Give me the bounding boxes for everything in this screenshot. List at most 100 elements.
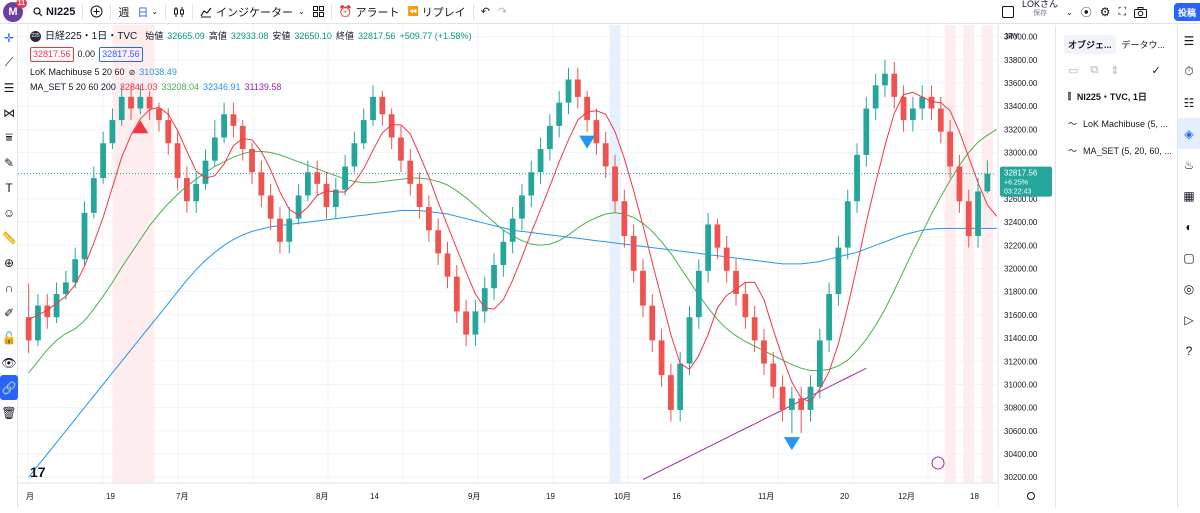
object-item-machibuse[interactable]: 〜 LoK Machibuse (5, ... — [1068, 118, 1169, 130]
snapshot-button[interactable] — [1130, 0, 1151, 24]
square-icon — [1002, 6, 1014, 18]
hide-tool[interactable]: 👁 — [0, 350, 18, 375]
fullscreen-toggle[interactable] — [998, 0, 1018, 24]
lock-drawings-tool[interactable]: ✐ — [0, 300, 18, 325]
delete-tool[interactable]: 🗑 — [0, 400, 18, 425]
grid-icon — [312, 6, 324, 17]
lightning-icon — [931, 456, 945, 470]
post-button[interactable]: 投稿 — [1174, 3, 1200, 21]
rewind-icon: ⏪ — [407, 6, 419, 16]
hotlist-button[interactable]: ☷ — [1178, 87, 1200, 118]
time-tick-label: 11月 — [758, 492, 774, 501]
trend-line-tool[interactable]: ⟋ — [0, 50, 18, 75]
chart-type-button[interactable] — [169, 0, 189, 24]
legend-indicator-machibuse[interactable]: LoK Machibuse 5 20 60 ⊘ 31038.49 — [30, 65, 472, 80]
candle-body — [407, 160, 414, 184]
ma20-value: 33208.04 — [161, 82, 199, 92]
add-symbol-button[interactable] — [86, 0, 107, 24]
alerts-button[interactable]: ⏱ — [1178, 56, 1200, 87]
interval-week-button[interactable]: 週 — [118, 6, 130, 19]
price-tick-label: 33000.00 — [1004, 149, 1038, 158]
last-price-change: +6.25% — [1004, 180, 1028, 187]
ideas-button[interactable]: ♨ — [1178, 149, 1200, 180]
axis-settings-icon[interactable] — [1027, 492, 1035, 500]
price-tick-label: 32600.00 — [1004, 195, 1038, 204]
settings-button[interactable]: ⚙ — [1096, 0, 1115, 24]
tab-data-window[interactable]: データウ... — [1121, 40, 1166, 50]
new-folder-icon[interactable]: ▭ — [1068, 65, 1079, 77]
layouts-button[interactable] — [309, 0, 328, 24]
redo-button[interactable]: ↷ — [494, 0, 511, 24]
candle-body — [304, 172, 311, 196]
candle-body — [723, 247, 730, 271]
news-button[interactable]: ◐ — [1178, 211, 1200, 242]
indicators-button[interactable]: インジケーター ⌄ — [196, 0, 309, 24]
bid-price[interactable]: 32817.56 — [30, 47, 74, 62]
candle-body — [928, 96, 935, 109]
candle-body — [500, 241, 507, 266]
alert-button[interactable]: ⏰ アラート — [338, 6, 400, 19]
ruler-tool[interactable]: 📏 — [0, 225, 18, 250]
interval-day-button[interactable]: 日 ⌄ — [137, 6, 159, 19]
legend-main-row: 225 日経225・1日・TVC 始値 32665.09 高値 32933.08 安… — [30, 29, 472, 44]
panel-tabs: オブジェ... データウ... — [1056, 25, 1177, 58]
copy-icon[interactable]: ⧉ — [1090, 64, 1099, 76]
legend-high: 32933.08 — [230, 31, 269, 41]
legend-symbol-title[interactable]: 日経225・1日・TVC — [45, 31, 138, 42]
profile-logo[interactable]: M 11 — [3, 0, 27, 22]
chart-area[interactable]: JPY 34000.00 33800.00 33600.00 33400.00 33200… — [18, 25, 1055, 508]
text-tool[interactable]: T — [0, 175, 18, 200]
time-axis-bg — [18, 483, 998, 508]
play-button[interactable]: ▷ — [1178, 304, 1200, 335]
emoji-tool[interactable]: ☺ — [0, 200, 18, 225]
undo-button[interactable]: ↶ — [477, 0, 494, 24]
help-button[interactable]: ? — [1178, 335, 1200, 366]
plus-circle-icon — [90, 5, 103, 18]
fib-tool[interactable]: ⩸ — [0, 125, 18, 150]
quick-search-button[interactable]: ⦿ — [1077, 0, 1096, 24]
crosshair-tool[interactable]: ✛ — [0, 25, 18, 50]
user-menu-chevron[interactable]: ⌄ — [1062, 0, 1077, 24]
candle-body — [667, 375, 674, 410]
horizontal-line-tool[interactable]: ☰ — [0, 75, 18, 100]
candle-body — [360, 120, 367, 144]
user-menu[interactable]: LOKさん 保存 — [1022, 0, 1059, 17]
fullscreen-button[interactable]: ⛶ — [1114, 0, 1130, 24]
candle-body — [453, 276, 460, 312]
sort-icon[interactable]: ⇕ — [1110, 65, 1120, 77]
candle-body — [193, 183, 200, 202]
candle-body — [658, 340, 665, 376]
magnet-tool[interactable]: ∩ — [0, 275, 18, 300]
edit-list-icon[interactable]: ✓ — [1151, 65, 1161, 77]
replay-button[interactable]: ⏪ リプレイ — [407, 6, 466, 19]
zoom-tool[interactable]: ⊕ — [0, 250, 18, 275]
legend-change: +509.77 (+1.58%) — [399, 31, 472, 41]
streams-button[interactable]: ◎ — [1178, 273, 1200, 304]
candle-body — [202, 160, 209, 184]
expand-icon: ⛶ — [1118, 5, 1127, 18]
symbol-search[interactable]: NI225 — [29, 0, 79, 24]
candle-body — [695, 270, 702, 318]
object-item-symbol[interactable]: ⫿ NI225・TVC, 1日 — [1068, 91, 1147, 102]
nikkei-icon: 225 — [30, 31, 41, 42]
object-item-maset[interactable]: 〜 MA_SET (5, 20, 60, ... — [1068, 145, 1172, 157]
candle-body — [937, 108, 944, 132]
candle-body — [351, 143, 358, 167]
pattern-tool[interactable]: ⋈ — [0, 100, 18, 125]
panel-tools: ▭ ⧉ ⇕ ✓ — [1056, 58, 1177, 83]
candle-body — [388, 114, 395, 138]
candle-body — [379, 96, 386, 115]
brush-tool[interactable]: ✎ — [0, 150, 18, 175]
lock-tool[interactable]: 🔓 — [0, 325, 18, 350]
candle-body — [100, 143, 107, 179]
legend-high-label: 高値 — [208, 31, 227, 41]
object-tree-button[interactable]: ◈ — [1178, 118, 1200, 149]
calendar-button[interactable]: ▦ — [1178, 180, 1200, 211]
watchlist-button[interactable]: ☰ — [1178, 25, 1200, 56]
sync-drawings-tool[interactable]: 🔗 — [0, 375, 18, 400]
ask-price[interactable]: 32817.56 — [99, 47, 143, 62]
chat-button[interactable]: ▢ — [1178, 242, 1200, 273]
tab-objects[interactable]: オブジェ... — [1064, 35, 1116, 54]
legend-indicator-maset[interactable]: MA_SET 5 20 60 200 32841.03 33208.04 323… — [30, 80, 472, 95]
